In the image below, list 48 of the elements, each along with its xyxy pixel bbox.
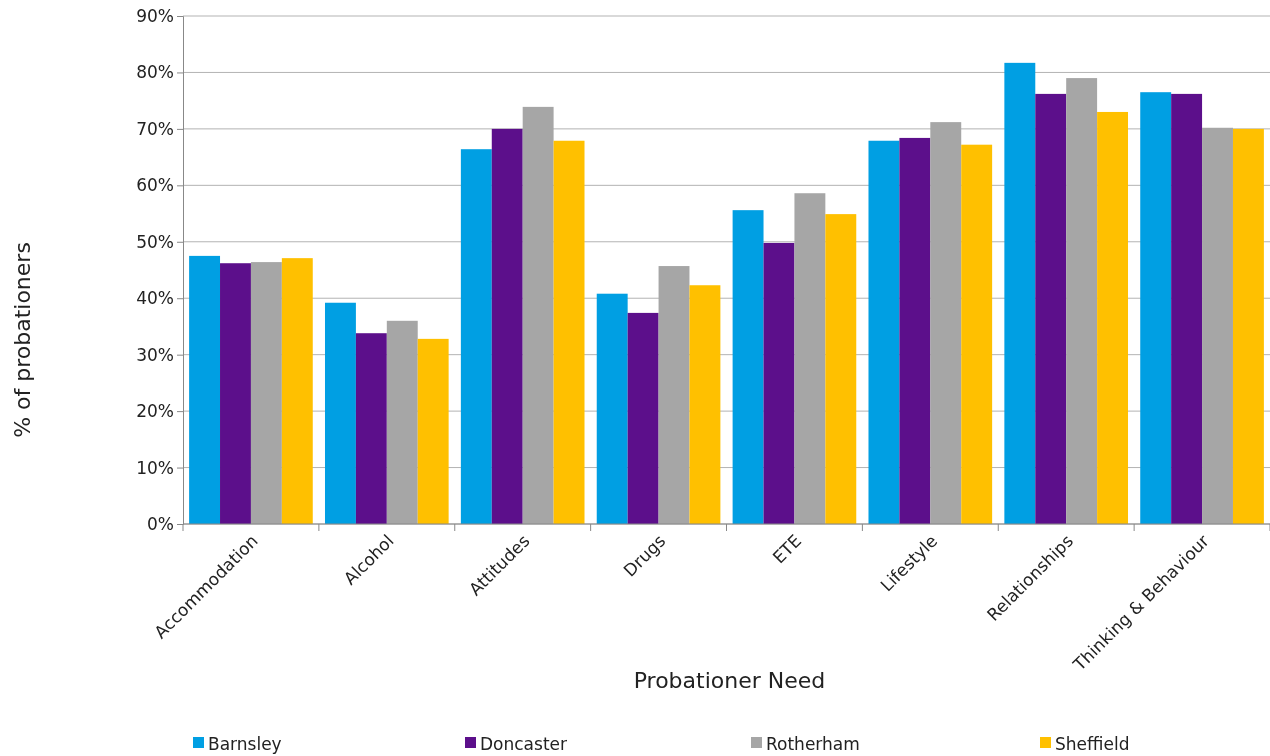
- y-tick-label: 60%: [136, 175, 174, 196]
- bar: [658, 266, 690, 524]
- y-tick-label: 0%: [147, 513, 174, 534]
- bar: [1035, 93, 1067, 524]
- bar: [763, 242, 795, 524]
- bar: [281, 258, 313, 524]
- bar: [1140, 92, 1172, 524]
- bar: [491, 128, 523, 524]
- bar: [794, 193, 826, 524]
- bar: [1066, 78, 1098, 524]
- y-tick-label: 80%: [136, 62, 174, 83]
- bar: [220, 263, 251, 524]
- bar: [596, 293, 628, 524]
- bar: [961, 144, 993, 524]
- bar: [189, 255, 221, 524]
- bar: [553, 140, 585, 524]
- bar: [355, 333, 387, 524]
- bar: [1171, 93, 1203, 524]
- bar: [627, 312, 659, 524]
- y-axis-title: % of probationers: [10, 242, 35, 438]
- bar: [1232, 128, 1264, 524]
- y-tick-label: 50%: [136, 231, 174, 252]
- y-tick-label: 30%: [136, 344, 174, 365]
- bar: [1097, 111, 1129, 524]
- bar: [417, 338, 449, 524]
- y-tick-label: 10%: [136, 457, 174, 478]
- bar: [732, 210, 764, 524]
- bar: [930, 122, 962, 524]
- bar: [1202, 127, 1233, 524]
- bar: [250, 262, 282, 524]
- bar: [1004, 62, 1036, 524]
- y-tick-label: 70%: [136, 118, 174, 139]
- y-tick-label: 90%: [136, 5, 174, 26]
- legend-label: Barnsley: [208, 734, 282, 754]
- legend-label: Doncaster: [480, 734, 568, 754]
- bar: [899, 137, 931, 524]
- bar: [324, 302, 356, 524]
- legend-label: Sheffield: [1055, 734, 1130, 754]
- bar: [689, 285, 721, 524]
- legend-label: Rotherham: [766, 734, 860, 754]
- bar: [386, 320, 418, 524]
- bar: [460, 149, 492, 524]
- bar: [522, 106, 554, 524]
- y-tick-label: 20%: [136, 401, 174, 422]
- x-axis-title: Probationer Need: [633, 668, 826, 693]
- y-tick-label: 40%: [136, 288, 174, 309]
- bar: [868, 140, 900, 524]
- bar: [825, 214, 857, 524]
